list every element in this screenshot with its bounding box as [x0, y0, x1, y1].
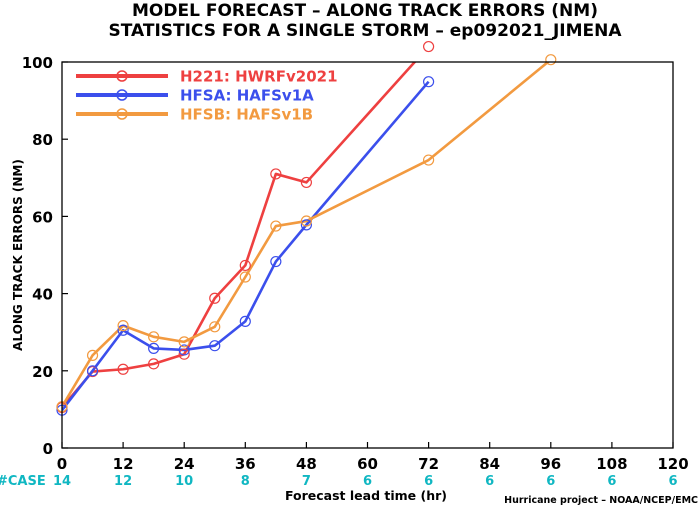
data-point-marker	[423, 40, 435, 53]
data-point-marker	[117, 320, 129, 332]
case-count: 10	[175, 474, 193, 489]
data-point-marker	[209, 321, 221, 333]
axes-layer: 0141212241036848760672684696610861206020…	[22, 54, 689, 489]
chart-title: MODEL FORECAST – ALONG TRACK ERRORS (NM)	[132, 1, 598, 21]
y-tick-label: 100	[22, 54, 53, 72]
data-point-marker	[239, 259, 251, 272]
x-tick-label: 48	[296, 455, 317, 473]
data-point-marker	[178, 348, 190, 360]
x-tick-label: 72	[418, 455, 439, 473]
case-count: 6	[546, 474, 555, 489]
legend-swatch-marker	[116, 89, 128, 101]
plot-frame	[61, 61, 674, 449]
data-point-marker	[545, 54, 557, 66]
data-point-marker	[209, 340, 221, 352]
data-point-marker	[178, 336, 190, 348]
case-label: #CASE	[0, 474, 46, 489]
credit-text: Hurricane project – NOAA/NCEP/EMC	[504, 495, 698, 506]
data-point-marker	[239, 315, 251, 327]
data-point-marker	[300, 219, 312, 231]
x-tick-label: 96	[540, 455, 561, 473]
data-point-marker	[148, 342, 160, 355]
chart-subtitle: STATISTICS FOR A SINGLE STORM – ep092021…	[108, 21, 622, 41]
case-count: 12	[114, 474, 132, 489]
x-tick-label: 84	[479, 455, 500, 473]
y-tick-label: 40	[32, 286, 53, 304]
case-count: 6	[668, 474, 677, 489]
series-line-1	[62, 80, 430, 411]
y-axis-label: ALONG TRACK ERRORS (NM)	[11, 159, 25, 351]
case-count: 6	[607, 474, 616, 489]
data-point-marker	[117, 324, 129, 336]
x-axis-label: Forecast lead time (hr)	[285, 488, 447, 503]
case-count: 6	[485, 474, 494, 489]
case-count: 14	[53, 474, 71, 489]
x-tick-label: 108	[596, 455, 627, 473]
data-point-marker	[117, 363, 129, 375]
data-point-marker	[239, 271, 251, 283]
data-point-marker	[423, 76, 435, 88]
data-point-marker	[148, 331, 160, 343]
legend-swatch-marker	[116, 108, 128, 120]
case-count: 8	[241, 474, 250, 489]
case-count: 6	[363, 474, 372, 489]
legend-swatch-marker	[116, 70, 128, 82]
y-tick-label: 60	[32, 208, 53, 226]
x-tick-label: 60	[357, 455, 378, 473]
data-point-marker	[209, 292, 221, 304]
y-tick-label: 80	[32, 131, 53, 149]
data-point-marker	[270, 220, 282, 232]
data-point-marker	[270, 255, 282, 268]
x-tick-label: 0	[57, 455, 67, 473]
legend-label: HFSB: HAFSv1B	[180, 106, 313, 124]
x-tick-label: 12	[113, 455, 134, 473]
data-point-marker	[148, 358, 160, 370]
x-tick-label: 36	[235, 455, 256, 473]
series-line-2	[62, 62, 551, 408]
data-point-marker	[300, 176, 312, 189]
legend-label: HFSA: HAFSv1A	[180, 87, 314, 105]
series-line-0	[62, 62, 417, 409]
data-point-marker	[423, 154, 435, 166]
series-layer	[62, 62, 551, 411]
data-point-marker	[178, 344, 190, 356]
x-tick-label: 120	[657, 455, 688, 473]
x-tick-label: 24	[174, 455, 195, 473]
legend-label: H221: HWRFv2021	[180, 68, 338, 86]
data-point-marker	[300, 215, 312, 227]
data-point-marker	[270, 168, 282, 180]
case-count: 6	[424, 474, 433, 489]
data-point-marker	[86, 349, 99, 361]
markers-layer	[56, 40, 557, 416]
data-point-marker	[86, 365, 99, 377]
case-count: 7	[302, 474, 311, 489]
y-tick-label: 0	[43, 440, 53, 458]
y-tick-label: 20	[32, 363, 53, 381]
